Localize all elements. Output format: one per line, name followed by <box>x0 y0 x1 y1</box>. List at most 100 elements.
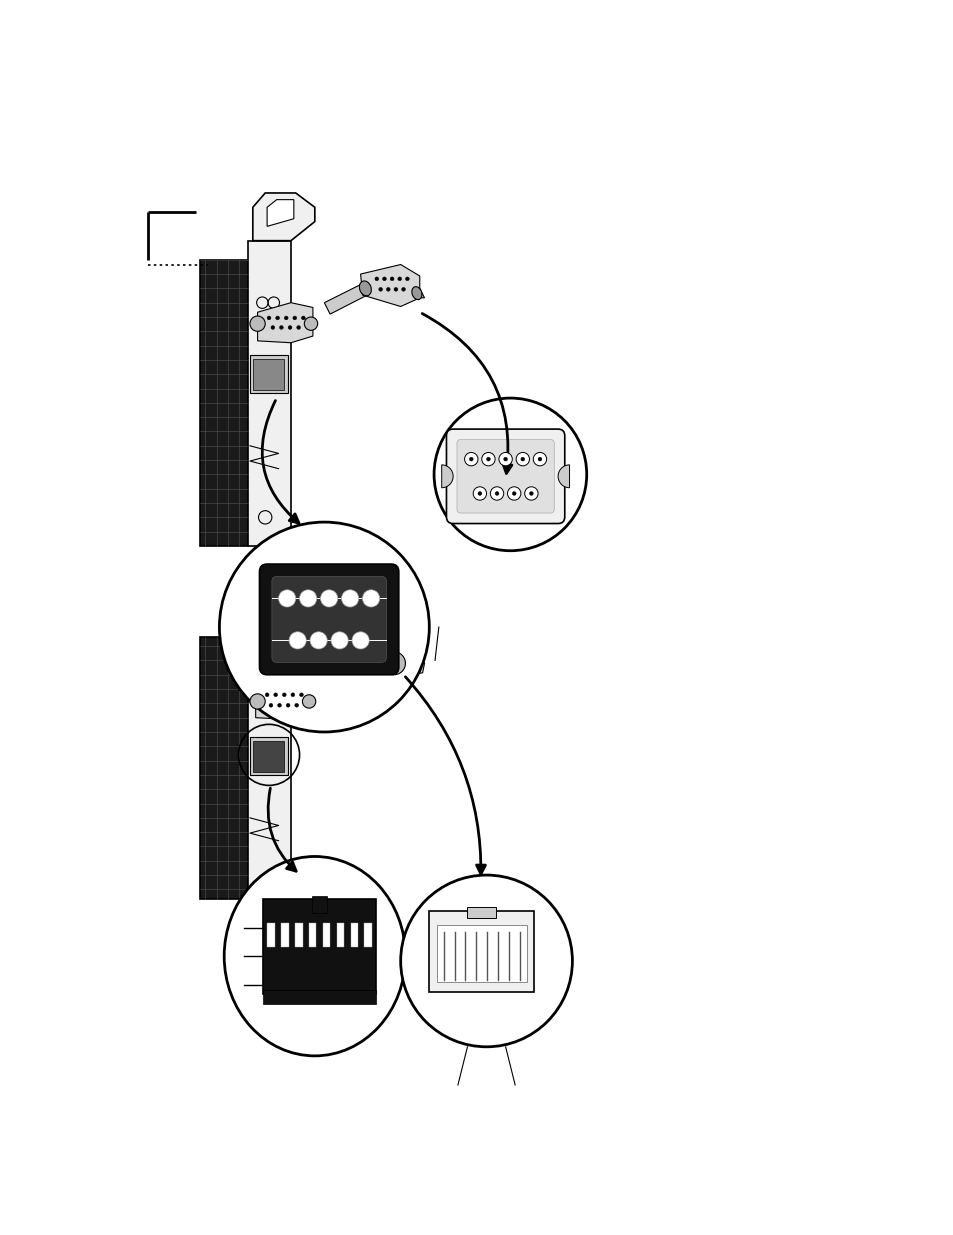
Circle shape <box>382 652 405 674</box>
Bar <box>436 925 526 982</box>
Circle shape <box>320 590 337 608</box>
FancyBboxPatch shape <box>259 564 398 674</box>
FancyBboxPatch shape <box>456 440 554 513</box>
Polygon shape <box>389 653 424 677</box>
Circle shape <box>390 277 394 280</box>
Circle shape <box>352 632 369 648</box>
Circle shape <box>401 288 405 291</box>
Circle shape <box>310 632 327 648</box>
Bar <box>253 741 284 772</box>
Ellipse shape <box>224 857 405 1056</box>
Circle shape <box>469 457 473 461</box>
Polygon shape <box>248 608 291 899</box>
Circle shape <box>486 457 490 461</box>
Circle shape <box>520 457 524 461</box>
Circle shape <box>382 277 386 280</box>
Circle shape <box>279 326 283 330</box>
Bar <box>364 923 372 947</box>
Circle shape <box>512 492 516 495</box>
Polygon shape <box>267 569 294 597</box>
Circle shape <box>495 492 498 495</box>
Circle shape <box>516 452 529 466</box>
Circle shape <box>473 487 486 500</box>
Circle shape <box>362 590 379 608</box>
Bar <box>267 923 274 947</box>
Circle shape <box>282 693 286 697</box>
Polygon shape <box>200 636 248 899</box>
Circle shape <box>394 288 397 291</box>
Circle shape <box>434 398 586 551</box>
Circle shape <box>498 452 512 466</box>
Circle shape <box>278 590 295 608</box>
Bar <box>263 989 375 1004</box>
Circle shape <box>537 457 541 461</box>
Circle shape <box>299 590 316 608</box>
Circle shape <box>507 487 520 500</box>
Circle shape <box>269 704 273 708</box>
Bar <box>350 923 357 947</box>
Circle shape <box>304 317 317 330</box>
Circle shape <box>301 316 305 320</box>
Circle shape <box>331 632 348 648</box>
Polygon shape <box>200 259 248 546</box>
Circle shape <box>400 876 572 1047</box>
Circle shape <box>288 326 292 330</box>
Polygon shape <box>255 679 311 720</box>
Circle shape <box>267 316 271 320</box>
Circle shape <box>378 288 382 291</box>
Circle shape <box>296 326 300 330</box>
Circle shape <box>294 704 298 708</box>
Polygon shape <box>267 200 294 226</box>
Circle shape <box>503 457 507 461</box>
Circle shape <box>481 452 495 466</box>
Circle shape <box>277 704 281 708</box>
FancyBboxPatch shape <box>446 429 564 524</box>
Circle shape <box>293 316 296 320</box>
Circle shape <box>250 694 265 709</box>
Bar <box>336 923 344 947</box>
Wedge shape <box>441 464 453 488</box>
Bar <box>429 911 534 992</box>
Polygon shape <box>248 241 291 546</box>
Circle shape <box>302 695 315 708</box>
FancyBboxPatch shape <box>272 577 386 662</box>
Ellipse shape <box>412 287 421 300</box>
Circle shape <box>286 704 290 708</box>
Bar <box>250 356 288 393</box>
Bar <box>281 923 289 947</box>
Circle shape <box>490 487 503 500</box>
Polygon shape <box>253 562 314 608</box>
Circle shape <box>265 693 269 697</box>
Circle shape <box>250 316 265 331</box>
Circle shape <box>524 487 537 500</box>
Circle shape <box>271 326 274 330</box>
Circle shape <box>291 693 294 697</box>
Bar <box>294 923 302 947</box>
Bar <box>253 359 284 390</box>
Circle shape <box>289 632 306 648</box>
Circle shape <box>275 316 279 320</box>
Bar <box>309 923 316 947</box>
Polygon shape <box>257 303 313 343</box>
Bar <box>322 923 330 947</box>
Bar <box>312 897 327 913</box>
Polygon shape <box>253 193 314 241</box>
Circle shape <box>397 277 401 280</box>
Circle shape <box>464 452 477 466</box>
Ellipse shape <box>359 280 371 296</box>
Circle shape <box>375 277 378 280</box>
Circle shape <box>219 522 429 732</box>
Polygon shape <box>324 284 424 314</box>
Bar <box>263 899 375 994</box>
Circle shape <box>284 316 288 320</box>
Bar <box>250 737 288 774</box>
Circle shape <box>341 590 358 608</box>
Circle shape <box>386 288 390 291</box>
Circle shape <box>529 492 533 495</box>
Circle shape <box>533 452 546 466</box>
Circle shape <box>274 693 277 697</box>
Wedge shape <box>558 464 569 488</box>
Bar <box>467 906 496 919</box>
Circle shape <box>299 693 303 697</box>
Polygon shape <box>360 264 419 306</box>
